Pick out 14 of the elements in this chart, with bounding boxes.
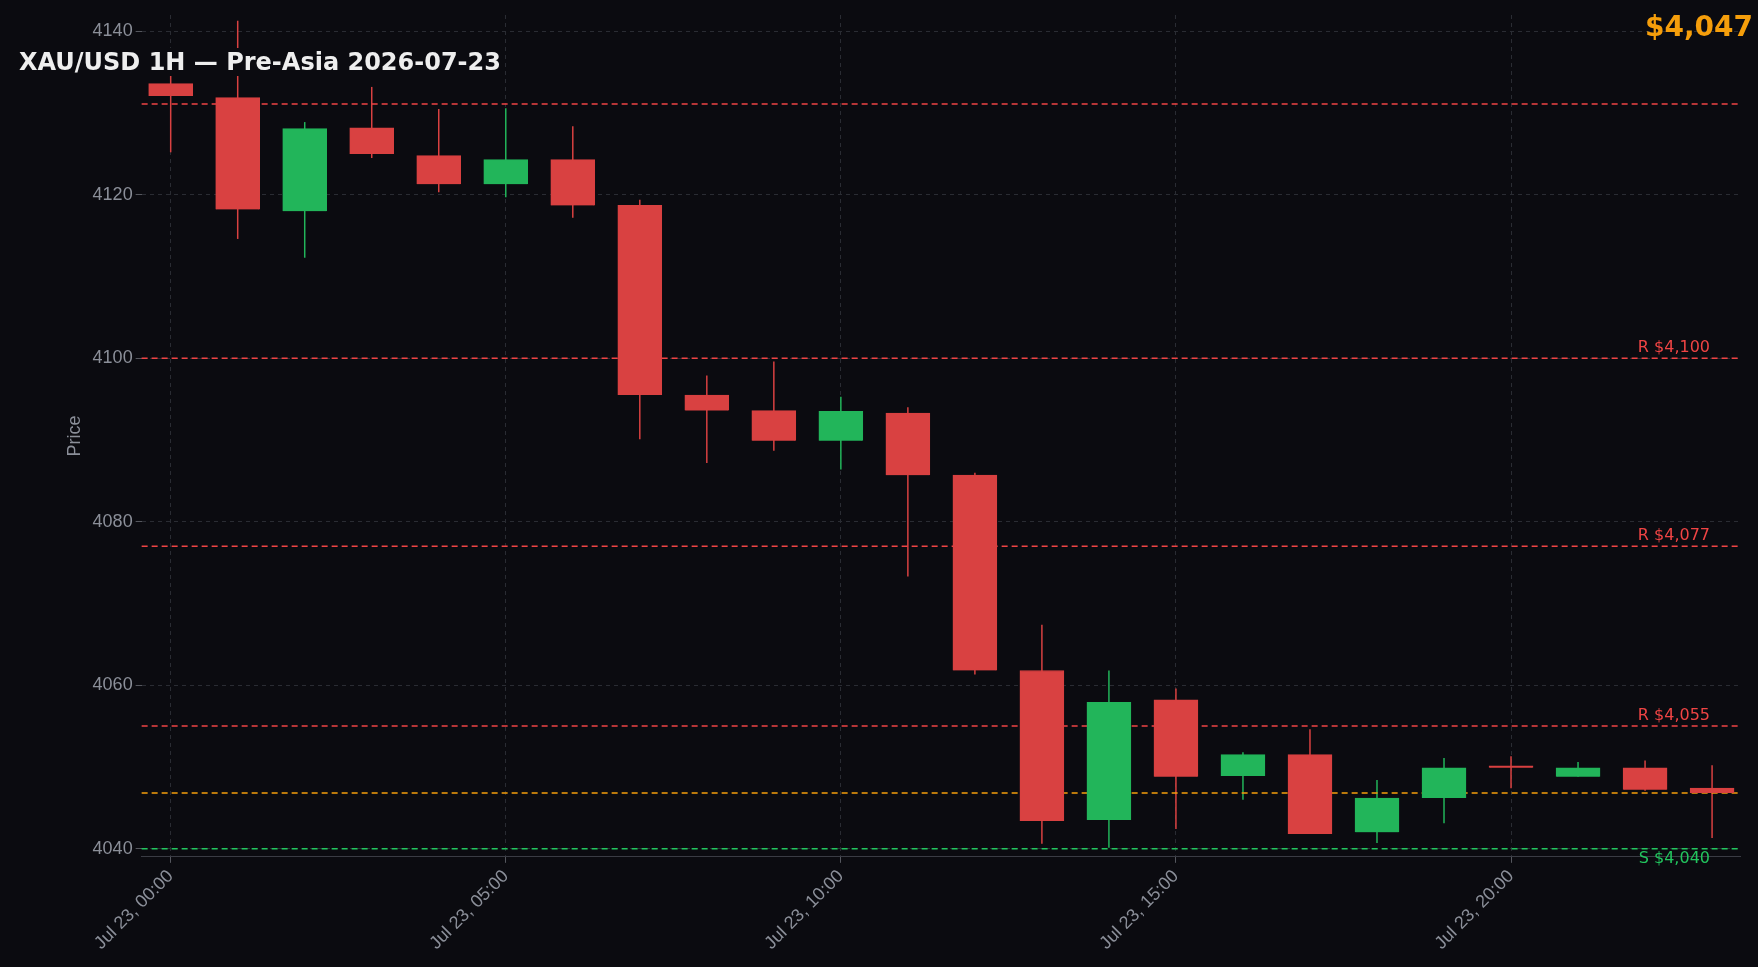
y-tick-label: 4080 xyxy=(92,510,133,531)
ref-line-label: R $4,077 xyxy=(1637,525,1710,545)
ref-line-label: S $4,040 xyxy=(1638,847,1710,867)
ref-line-label: R $4,055 xyxy=(1637,705,1710,725)
y-tick-label: 4100 xyxy=(92,347,133,368)
y-axis-title: Price xyxy=(63,415,84,457)
text: XAU/USD 1H — Pre-Asia 2026-07-23 xyxy=(15,48,505,76)
annotation: $4,047 xyxy=(1644,10,1753,43)
y-tick-label: 4060 xyxy=(92,674,133,695)
y-tick-label: 4040 xyxy=(92,837,133,858)
ref-line-label: R $4,100 xyxy=(1637,337,1710,357)
y-tick-label: 4120 xyxy=(92,183,133,204)
y-tick-label: 4140 xyxy=(92,20,133,41)
candlestick xyxy=(1689,764,1735,839)
